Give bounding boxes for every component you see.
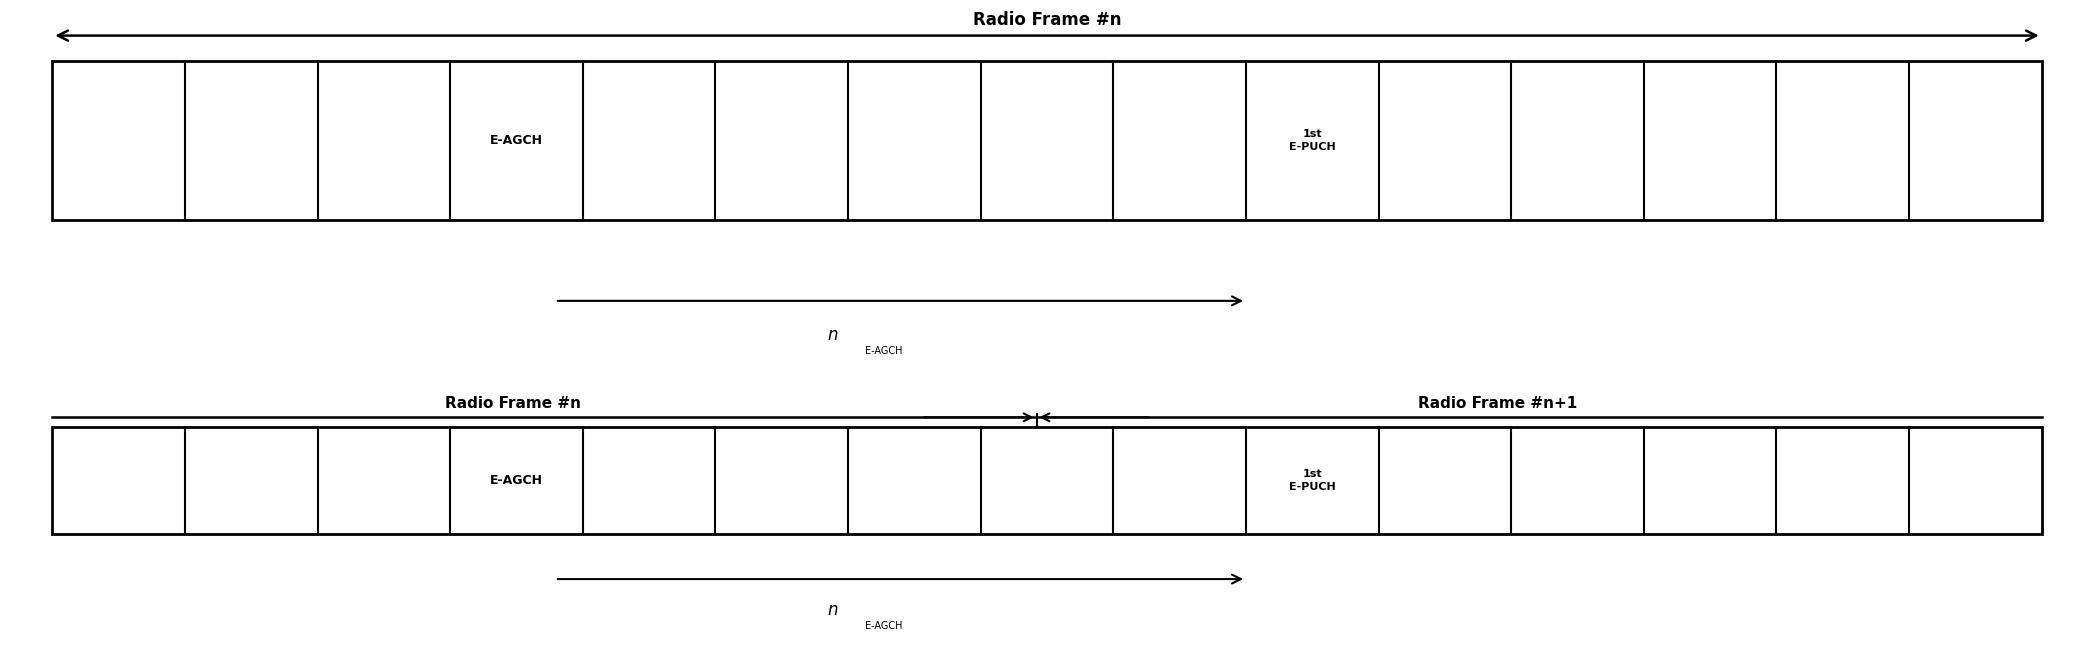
Text: E-AGCH: E-AGCH: [865, 621, 903, 631]
Text: $n$: $n$: [827, 325, 838, 344]
Text: $n$: $n$: [827, 600, 838, 619]
Text: E-AGCH: E-AGCH: [490, 134, 542, 148]
Text: E-AGCH: E-AGCH: [865, 346, 903, 356]
Text: E-AGCH: E-AGCH: [490, 474, 542, 487]
Text: 1st
E-PUCH: 1st E-PUCH: [1290, 129, 1336, 152]
Text: Radio Frame #n: Radio Frame #n: [974, 11, 1120, 29]
Text: Radio Frame #n: Radio Frame #n: [446, 396, 580, 411]
Bar: [52, 427, 2042, 534]
Text: Radio Frame #n+1: Radio Frame #n+1: [1418, 396, 1577, 411]
Bar: [52, 61, 2042, 220]
Text: 1st
E-PUCH: 1st E-PUCH: [1290, 469, 1336, 492]
